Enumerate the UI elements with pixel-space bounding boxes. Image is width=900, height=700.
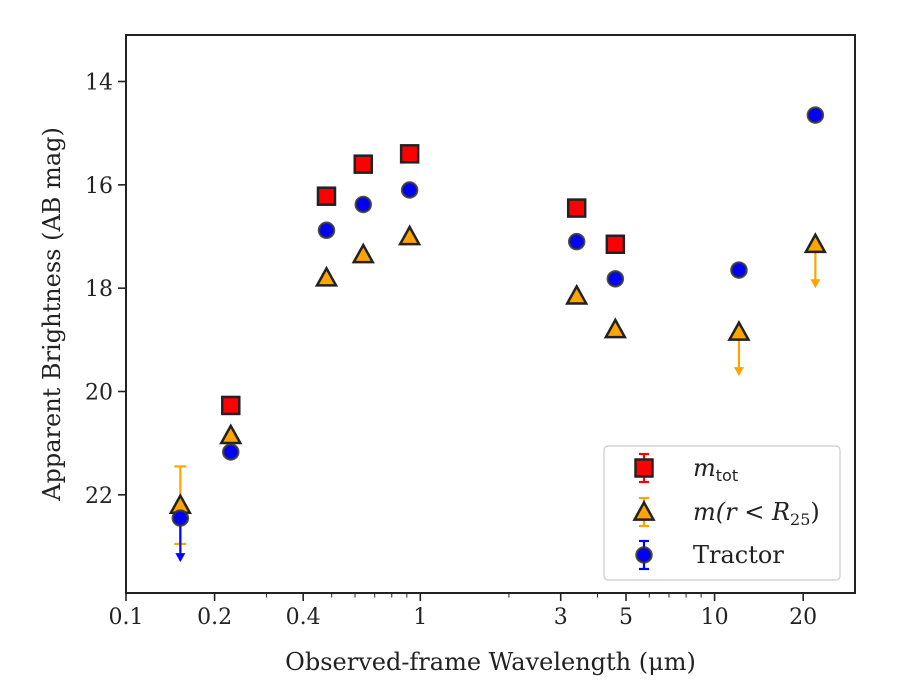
upper-limit-arrow-head xyxy=(175,553,186,563)
data-point xyxy=(567,232,586,251)
legend-marker-triangle xyxy=(632,499,656,521)
data-point xyxy=(221,395,241,416)
y-tick-label: 22 xyxy=(85,484,113,509)
data-point xyxy=(806,106,825,124)
data-point xyxy=(219,423,243,445)
data-point xyxy=(730,261,748,279)
y-tick-label: 16 xyxy=(85,174,113,199)
legend-entry: m(r < R25) xyxy=(632,496,820,529)
data-point xyxy=(353,154,374,174)
data-point xyxy=(606,270,625,288)
data-point xyxy=(354,195,373,214)
x-tick-label: 20 xyxy=(789,605,817,630)
legend-entry: Tractor xyxy=(635,539,784,571)
data-point xyxy=(314,265,339,287)
x-tick-label: 10 xyxy=(701,605,729,630)
legend-label: m(r < R25) xyxy=(693,498,820,529)
legend-marker-square xyxy=(634,458,654,478)
y-axis-title: Apparent Brightness (AB mag) xyxy=(38,127,66,502)
legend-label: Tractor xyxy=(693,541,784,569)
plot-area xyxy=(168,106,827,563)
data-point xyxy=(605,234,626,254)
legend-label: mtot xyxy=(693,454,738,485)
legend-entry: mtot xyxy=(634,452,738,485)
upper-limit-arrow-head xyxy=(810,279,821,289)
legend-box xyxy=(603,445,841,581)
data-point xyxy=(603,317,627,339)
data-point xyxy=(803,232,827,289)
x-tick-label: 1 xyxy=(413,605,427,630)
plot-frame xyxy=(125,34,856,594)
data-point xyxy=(399,144,420,164)
data-point xyxy=(565,283,589,305)
x-tick-label: 5 xyxy=(619,605,633,630)
x-tick-label: 0.4 xyxy=(286,605,321,630)
legend-marker-circle xyxy=(635,546,653,564)
x-tick-label: 3 xyxy=(554,605,568,630)
x-axis-title: Observed-frame Wavelength (μm) xyxy=(285,648,696,676)
data-point xyxy=(727,320,751,377)
y-tick-label: 14 xyxy=(85,71,113,96)
data-point xyxy=(351,242,375,264)
data-point xyxy=(398,224,422,246)
data-point xyxy=(222,443,240,461)
axes: 0.1 0.2 0.4 1 3 5 10 20 14 16 18 20 22 xyxy=(85,71,817,631)
data-point xyxy=(317,221,336,240)
legend: mtot m(r < R25) Tractor xyxy=(603,445,841,581)
data-point xyxy=(566,198,587,218)
upper-limit-arrow-head xyxy=(733,367,744,377)
x-tick-label: 0.2 xyxy=(197,605,232,630)
y-tick-label: 18 xyxy=(85,277,113,302)
x-tick-label: 0.1 xyxy=(109,605,144,630)
data-point xyxy=(171,509,190,563)
data-point xyxy=(316,186,337,206)
y-tick-label: 20 xyxy=(85,381,113,406)
data-point xyxy=(400,181,419,199)
